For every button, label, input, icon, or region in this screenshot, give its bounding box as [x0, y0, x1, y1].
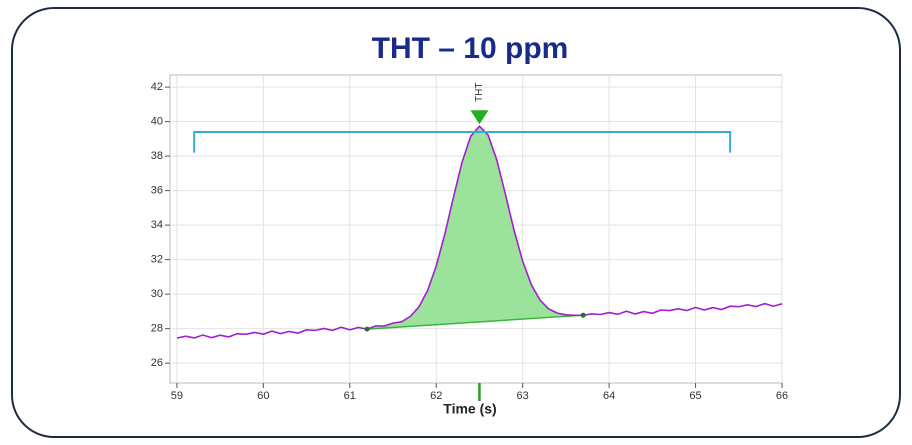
- x-tick-label: 59: [171, 390, 183, 402]
- x-tick-label: 60: [257, 390, 269, 402]
- x-tick-label: 66: [776, 390, 788, 402]
- y-tick-label: 40: [151, 115, 163, 127]
- chart-title: THT – 10 ppm: [372, 32, 569, 65]
- y-tick-label: 34: [151, 219, 163, 231]
- peak-marker: [470, 110, 489, 125]
- y-tick-label: 26: [151, 357, 163, 369]
- y-tick-label: 38: [151, 150, 163, 162]
- x-tick-label: 62: [430, 390, 442, 402]
- peak-area: [367, 126, 584, 330]
- y-tick-label: 30: [151, 288, 163, 300]
- x-tick-label: 65: [689, 390, 701, 402]
- x-tick-label: 61: [344, 390, 356, 402]
- y-tick-label: 28: [151, 323, 163, 335]
- x-tick-label: 63: [517, 390, 529, 402]
- x-tick-label: 64: [603, 390, 615, 402]
- peak-boundary: [364, 326, 370, 332]
- plot-area: 42 40 38 36 34 32 30 28 26 59 60 61 62 63 64 65 66 THT: [151, 74, 788, 402]
- y-tick-label: 42: [151, 81, 163, 93]
- peak-boundary: [580, 312, 586, 318]
- peak-label: THT: [474, 83, 485, 102]
- signal-line: [176, 125, 783, 339]
- x-axis-label: Time (s): [443, 401, 496, 417]
- y-tick-label: 32: [151, 254, 163, 266]
- y-tick-label: 36: [151, 185, 163, 197]
- integration-baseline: [367, 314, 584, 330]
- integration-window: [193, 130, 732, 153]
